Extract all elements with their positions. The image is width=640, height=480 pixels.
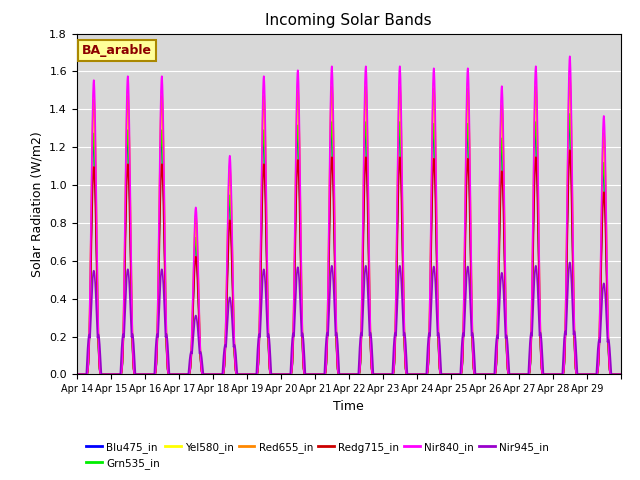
Blu475_in (476, 372, 484, 377)
Nir945_in (73, 372, 81, 377)
Redg715_in (506, 372, 513, 377)
Title: Incoming Solar Bands: Incoming Solar Bands (266, 13, 432, 28)
Legend: Blu475_in, Grn535_in, Yel580_in, Red655_in, Redg715_in, Nir840_in, Nir945_in: Blu475_in, Grn535_in, Yel580_in, Red655_… (82, 438, 553, 473)
Nir840_in (419, 372, 426, 377)
Line: Yel580_in: Yel580_in (77, 72, 621, 374)
Nir945_in (476, 372, 484, 377)
Nir840_in (506, 372, 513, 377)
Line: Grn535_in: Grn535_in (77, 114, 621, 374)
Redg715_in (270, 372, 278, 377)
Grn535_in (617, 372, 625, 377)
X-axis label: Time: Time (333, 400, 364, 413)
Redg715_in (395, 174, 403, 180)
Grn535_in (419, 372, 426, 377)
Grn535_in (566, 111, 573, 117)
Red655_in (566, 75, 573, 81)
Red655_in (73, 372, 81, 377)
Redg715_in (419, 372, 426, 377)
Grn535_in (270, 372, 278, 377)
Red655_in (270, 372, 278, 377)
Line: Redg715_in: Redg715_in (77, 150, 621, 374)
Blu475_in (566, 117, 573, 123)
Nir945_in (617, 372, 625, 377)
Redg715_in (566, 147, 573, 153)
Nir945_in (566, 259, 573, 265)
Redg715_in (476, 372, 484, 377)
Nir840_in (100, 372, 108, 377)
Nir945_in (270, 372, 278, 377)
Y-axis label: Solar Radiation (W/m2): Solar Radiation (W/m2) (31, 131, 44, 277)
Line: Blu475_in: Blu475_in (77, 120, 621, 374)
Blu475_in (506, 372, 513, 377)
Text: BA_arable: BA_arable (82, 44, 152, 57)
Blu475_in (100, 372, 108, 377)
Grn535_in (73, 372, 81, 377)
Redg715_in (73, 372, 81, 377)
Grn535_in (395, 143, 403, 148)
Grn535_in (506, 372, 513, 377)
Red655_in (395, 110, 403, 116)
Nir945_in (506, 368, 513, 374)
Nir840_in (270, 372, 278, 377)
Yel580_in (476, 372, 484, 377)
Line: Nir840_in: Nir840_in (77, 56, 621, 374)
Red655_in (506, 372, 513, 377)
Redg715_in (100, 372, 108, 377)
Line: Red655_in: Red655_in (77, 78, 621, 374)
Yel580_in (73, 372, 81, 377)
Blu475_in (419, 372, 426, 377)
Nir945_in (395, 272, 403, 277)
Line: Nir945_in: Nir945_in (77, 262, 621, 374)
Yel580_in (617, 372, 625, 377)
Yel580_in (566, 69, 573, 74)
Blu475_in (395, 148, 403, 154)
Redg715_in (617, 372, 625, 377)
Red655_in (617, 372, 625, 377)
Grn535_in (100, 372, 108, 377)
Blu475_in (270, 372, 278, 377)
Grn535_in (476, 372, 484, 377)
Red655_in (100, 372, 108, 377)
Red655_in (476, 372, 484, 377)
Nir840_in (395, 92, 403, 97)
Nir840_in (476, 372, 484, 377)
Nir840_in (566, 53, 573, 59)
Yel580_in (419, 372, 426, 377)
Yel580_in (506, 372, 513, 377)
Nir840_in (73, 372, 81, 377)
Nir840_in (617, 372, 625, 377)
Blu475_in (73, 372, 81, 377)
Nir945_in (100, 372, 108, 377)
Nir945_in (419, 372, 426, 377)
Blu475_in (617, 372, 625, 377)
Yel580_in (270, 372, 278, 377)
Red655_in (419, 372, 426, 377)
Yel580_in (100, 372, 108, 377)
Yel580_in (395, 105, 403, 111)
